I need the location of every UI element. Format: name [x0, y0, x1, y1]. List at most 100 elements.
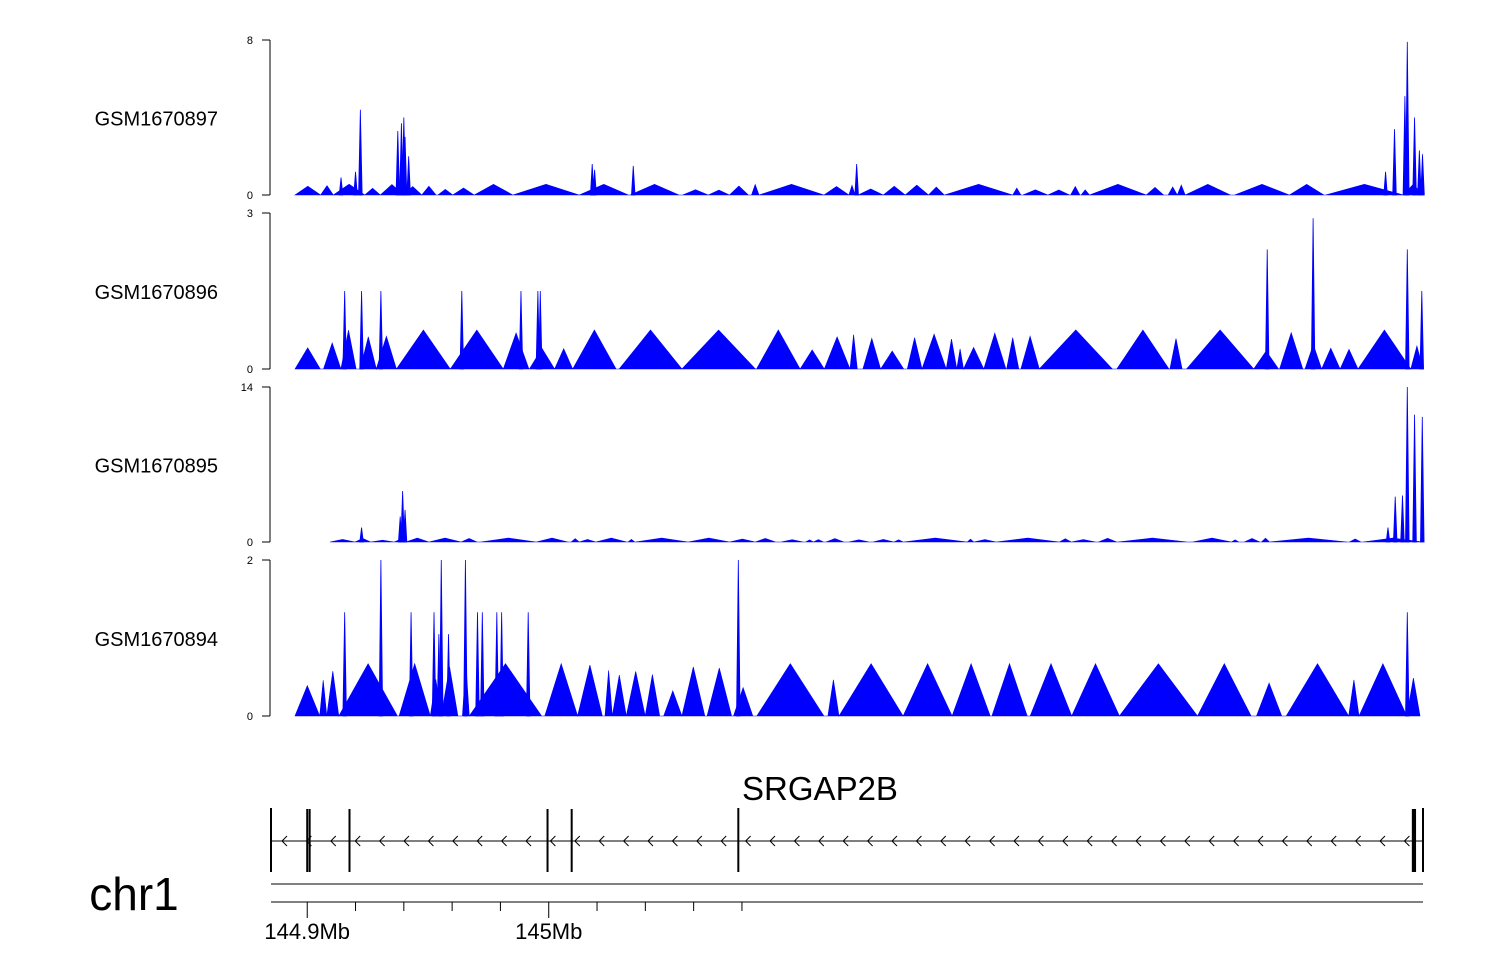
coverage-peak: [402, 136, 408, 196]
gene-name-label: SRGAP2B: [742, 770, 898, 807]
coverage-peak: [1392, 129, 1397, 196]
coverage-peak: [518, 290, 524, 370]
coverage-peak: [475, 612, 480, 717]
strand-arrow: [1379, 835, 1386, 847]
coverage-peak: [1417, 150, 1422, 196]
coverage-peak: [1310, 218, 1316, 370]
strand-arrow: [1306, 835, 1313, 847]
strand-arrow: [452, 835, 459, 847]
coverage-peak: [446, 634, 451, 717]
coverage-peak: [1400, 495, 1405, 543]
strand-arrow: [574, 835, 581, 847]
coverage-peak: [592, 169, 597, 196]
exons: [270, 808, 1424, 872]
track-label: GSM1670894: [95, 629, 218, 651]
coverage-peak: [480, 612, 485, 717]
strand-arrow: [647, 835, 654, 847]
strand-arrow: [1086, 835, 1093, 847]
strand-arrow: [842, 835, 849, 847]
coverage-area: [329, 537, 1424, 543]
strand-arrow: [1062, 835, 1069, 847]
coverage-peak: [1419, 290, 1424, 370]
coverage-peak: [538, 290, 543, 370]
coverage-peak: [406, 156, 411, 196]
strand-arrow: [622, 835, 629, 847]
coverage-peak: [378, 290, 384, 370]
strand-arrow: [1330, 835, 1337, 847]
strand-arrow: [769, 835, 776, 847]
coverage-peak: [1383, 171, 1388, 196]
y-tick-label: 0: [247, 190, 253, 202]
coverage-peak: [1405, 249, 1410, 370]
strand-arrow: [1013, 835, 1020, 847]
strand-arrow: [720, 835, 727, 847]
coverage-peak: [408, 612, 414, 717]
y-tick-label: 0: [247, 711, 253, 723]
track-GSM1670897: GSM1670897 0 8: [95, 35, 1425, 202]
strand-arrow: [1208, 835, 1215, 847]
coverage-peak: [400, 491, 405, 543]
coverage-peak: [378, 559, 384, 717]
coverage-peak: [1412, 414, 1417, 543]
coverage-peak: [353, 171, 358, 196]
coverage-peak: [439, 559, 444, 717]
strand-arrow: [940, 835, 947, 847]
strand-arrow: [525, 835, 532, 847]
coverage-peak: [1385, 527, 1391, 543]
coverage-peak: [359, 527, 364, 543]
coverage-peak: [736, 559, 741, 717]
coverage-peak: [1420, 416, 1425, 543]
strand-arrow: [988, 835, 995, 847]
track-label: GSM1670897: [95, 109, 218, 131]
track-GSM1670894: GSM1670894 0 2: [95, 555, 1421, 723]
strand-arrow: [403, 835, 410, 847]
x-ticks: 144.9Mb 145Mb: [264, 902, 743, 944]
coverage-peak: [494, 612, 500, 717]
coverage-peak: [1405, 386, 1410, 543]
coverage-peak: [342, 612, 347, 717]
strand-arrow: [866, 835, 873, 847]
coverage-area: [294, 662, 1421, 718]
strand-arrow: [891, 835, 898, 847]
strand-arrow: [818, 835, 825, 847]
coverage-peak: [1420, 154, 1425, 196]
coverage-peak: [854, 163, 859, 196]
strand-arrow: [1232, 835, 1239, 847]
coverage-tracks: GSM167089708GSM167089603GSM1670895014GSM…: [95, 35, 1425, 723]
genome-axis: 144.9Mb 145Mb chr1: [89, 868, 1423, 944]
coverage-peak: [631, 165, 636, 196]
coverage-peak: [1393, 496, 1398, 543]
coverage-peak: [499, 612, 504, 717]
strand-arrow: [1184, 835, 1191, 847]
strand-arrow: [281, 835, 288, 847]
coverage-peak: [463, 559, 468, 717]
x-tick-label: 145Mb: [515, 919, 582, 944]
strand-arrow: [744, 835, 751, 847]
strand-arrow: [1159, 835, 1166, 847]
strand-arrow: [1354, 835, 1361, 847]
strand-arrow: [964, 835, 971, 847]
chromosome-label: chr1: [89, 868, 178, 920]
track-GSM1670895: GSM1670895 0 14: [95, 382, 1425, 549]
coverage-area: [294, 183, 1424, 196]
strand-arrow: [1281, 835, 1288, 847]
coverage-peak: [431, 612, 437, 717]
strand-arrow: [549, 835, 556, 847]
strand-arrow: [793, 835, 800, 847]
coverage-peak: [358, 109, 363, 196]
strand-arrow: [354, 835, 361, 847]
coverage-peak: [1412, 117, 1417, 196]
strand-arrow: [1037, 835, 1044, 847]
strand-arrow: [598, 835, 605, 847]
coverage-peak: [1405, 612, 1410, 717]
strand-arrow: [671, 835, 678, 847]
y-tick-label: 2: [247, 555, 253, 567]
strand-arrow: [1110, 835, 1117, 847]
coverage-peak: [395, 131, 401, 196]
strand-arrow: [427, 835, 434, 847]
strand-arrow: [696, 835, 703, 847]
coverage-peak: [402, 509, 408, 543]
coverage-peak: [342, 290, 347, 370]
strand-arrow: [915, 835, 922, 847]
y-tick-label: 0: [247, 364, 253, 376]
